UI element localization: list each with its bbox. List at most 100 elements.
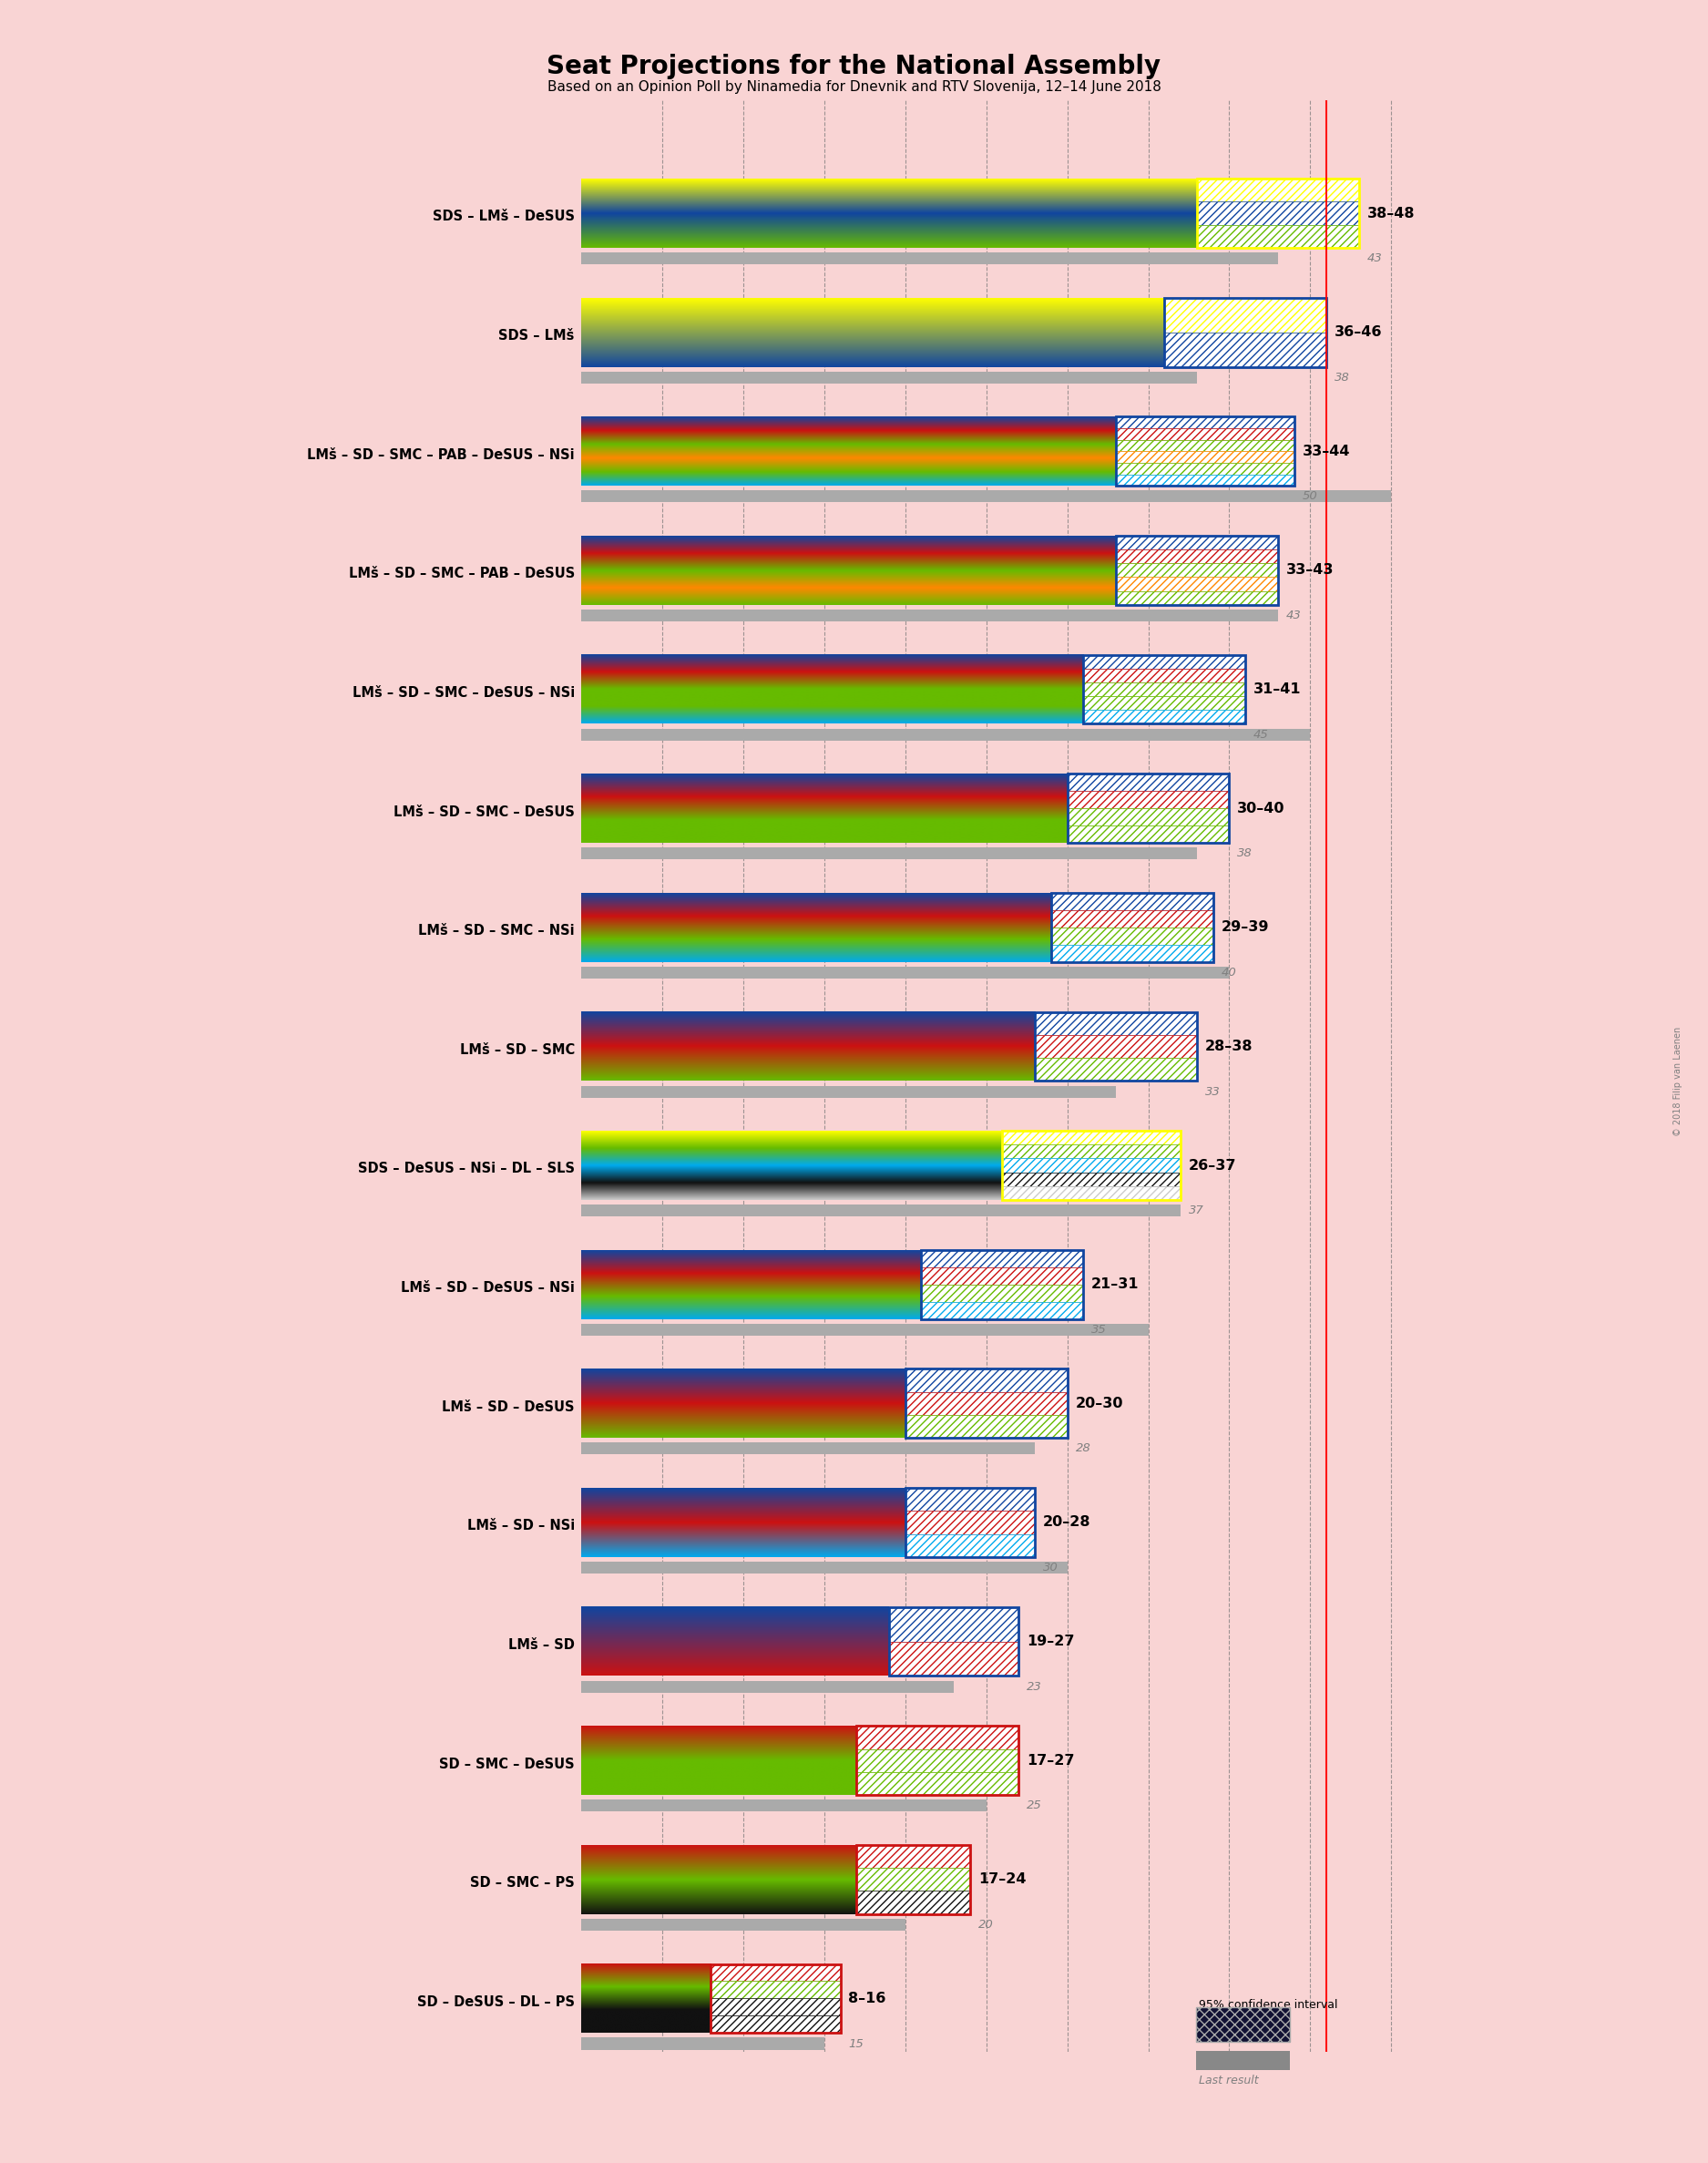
Text: SD – DeSUS – DL – PS: SD – DeSUS – DL – PS [417, 1994, 574, 2009]
Text: Last result: Last result [1199, 2074, 1259, 2085]
Text: 38: 38 [1334, 372, 1349, 383]
Text: 23: 23 [1027, 1681, 1042, 1694]
Text: 28–38: 28–38 [1204, 1040, 1252, 1053]
Bar [1083, 709, 1245, 725]
Bar [1115, 536, 1278, 606]
Text: 33: 33 [1204, 1086, 1220, 1097]
Bar [857, 1890, 970, 1914]
Text: 29–39: 29–39 [1221, 921, 1269, 934]
Bar [1197, 180, 1360, 201]
Bar [1068, 792, 1230, 809]
Bar [1035, 1012, 1197, 1082]
Bar [581, 2038, 825, 2051]
Text: 40: 40 [1221, 967, 1237, 978]
Bar [1050, 928, 1213, 945]
Bar [1165, 298, 1327, 333]
Text: 35: 35 [1091, 1324, 1107, 1335]
Bar [1035, 1034, 1197, 1058]
Bar [1165, 298, 1327, 368]
Bar [1003, 1131, 1180, 1200]
Text: 17–24: 17–24 [979, 1873, 1027, 1886]
Text: LMš – SD – DeSUS: LMš – SD – DeSUS [442, 1399, 574, 1415]
Bar [1083, 655, 1245, 725]
Bar [1197, 180, 1360, 249]
Text: 95% confidence interval: 95% confidence interval [1199, 1999, 1337, 2009]
Text: LMš – SD – SMC – DeSUS: LMš – SD – SMC – DeSUS [393, 805, 574, 820]
Bar [1115, 474, 1295, 487]
Bar [1050, 945, 1213, 963]
Text: 43: 43 [1366, 253, 1382, 264]
Bar [581, 253, 1278, 264]
Text: LMš – SD – SMC: LMš – SD – SMC [459, 1043, 574, 1058]
Text: LMš – SD – DeSUS – NSi: LMš – SD – DeSUS – NSi [401, 1280, 574, 1296]
Bar [905, 1369, 1068, 1391]
Text: 8–16: 8–16 [849, 1992, 886, 2005]
Bar [888, 1607, 1018, 1642]
Bar [581, 491, 1392, 502]
Bar [1115, 578, 1278, 590]
Bar [581, 1443, 1035, 1454]
Bar [1083, 681, 1245, 696]
Bar [711, 1999, 840, 2016]
Bar [1003, 1172, 1180, 1185]
Text: 15: 15 [849, 2038, 864, 2051]
Bar [857, 1750, 1018, 1771]
Bar [1115, 549, 1278, 562]
Bar [921, 1250, 1083, 1319]
Bar [581, 1681, 953, 1694]
Text: Seat Projections for the National Assembly: Seat Projections for the National Assemb… [547, 54, 1161, 80]
Bar [857, 1845, 970, 1914]
Bar [581, 1800, 986, 1813]
Bar [1003, 1185, 1180, 1200]
Text: 45: 45 [1254, 729, 1269, 740]
Bar [1115, 590, 1278, 606]
Text: 33–43: 33–43 [1286, 562, 1334, 578]
Bar [1050, 893, 1213, 911]
Bar [581, 372, 1197, 383]
Bar [888, 1607, 1018, 1676]
Text: 20–30: 20–30 [1076, 1397, 1124, 1410]
Bar [1003, 1159, 1180, 1172]
Text: Based on an Opinion Poll by Ninamedia for Dnevnik and RTV Slovenija, 12–14 June : Based on an Opinion Poll by Ninamedia fo… [547, 80, 1161, 93]
Bar [1115, 562, 1278, 578]
Bar [1115, 536, 1278, 549]
Text: 28: 28 [1076, 1443, 1091, 1454]
Text: SD – SMC – DeSUS: SD – SMC – DeSUS [439, 1756, 574, 1771]
Bar [581, 1205, 1180, 1216]
Bar [905, 1488, 1035, 1512]
Text: 19–27: 19–27 [1027, 1635, 1074, 1648]
Bar [581, 610, 1278, 621]
Bar [1050, 893, 1213, 963]
Bar [921, 1250, 1083, 1268]
Bar [581, 848, 1197, 859]
Bar [1035, 1058, 1197, 1082]
Bar [1115, 463, 1295, 474]
Text: 20: 20 [979, 1919, 994, 1932]
Bar [711, 1964, 840, 2033]
Bar [905, 1369, 1068, 1438]
Text: 17–27: 17–27 [1027, 1754, 1074, 1767]
Text: SDS – LMš – DeSUS: SDS – LMš – DeSUS [432, 210, 574, 223]
Bar [1197, 225, 1360, 249]
Bar [857, 1845, 970, 1869]
Text: SDS – LMš: SDS – LMš [499, 329, 574, 342]
Bar [1035, 1012, 1197, 1034]
Bar [1050, 911, 1213, 928]
Text: 38–48: 38–48 [1366, 205, 1414, 221]
Bar [905, 1488, 1035, 1557]
Bar [857, 1869, 970, 1890]
Bar [1083, 696, 1245, 709]
Text: 36–46: 36–46 [1334, 324, 1382, 340]
Text: SD – SMC – PS: SD – SMC – PS [470, 1875, 574, 1890]
Text: LMš – SD – SMC – PAB – DeSUS – NSi: LMš – SD – SMC – PAB – DeSUS – NSi [307, 448, 574, 461]
Text: 43: 43 [1286, 610, 1301, 621]
Bar [921, 1268, 1083, 1285]
Text: SDS – DeSUS – NSi – DL – SLS: SDS – DeSUS – NSi – DL – SLS [359, 1162, 574, 1177]
Bar [711, 2016, 840, 2033]
Bar [1115, 417, 1295, 487]
Bar [581, 1562, 1068, 1573]
Bar [921, 1302, 1083, 1319]
Bar [1115, 439, 1295, 452]
Bar [711, 1964, 840, 1981]
Text: with median: with median [1199, 2018, 1269, 2029]
